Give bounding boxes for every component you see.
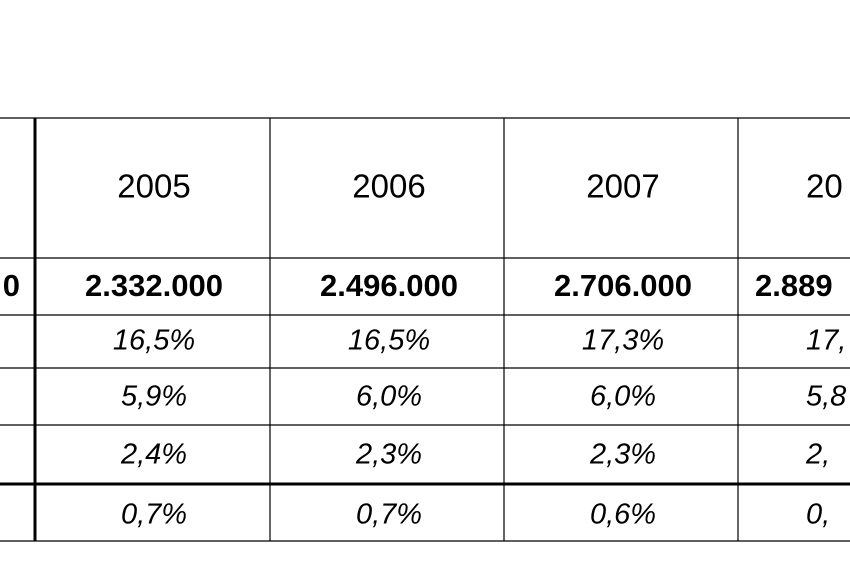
cell: 2,3%	[355, 439, 422, 471]
cell: 6,0%	[356, 381, 422, 413]
grid	[0, 117, 850, 542]
cell: 2.496.000	[320, 268, 458, 303]
year-header: 2005	[117, 168, 190, 205]
cell: 5,8	[806, 381, 846, 413]
cell: 2.332.000	[85, 268, 223, 303]
cell: 0,7%	[121, 499, 187, 531]
year-header: 20	[806, 168, 843, 205]
year-header: 2007	[586, 168, 659, 205]
cell: 0,	[806, 499, 830, 531]
cell: 2,3%	[589, 439, 656, 471]
row-lead: 0	[3, 268, 20, 303]
cell: 17,	[806, 325, 846, 357]
cell: 16,5%	[348, 325, 430, 357]
cell: 2,	[805, 439, 830, 471]
cell: 2.889	[755, 268, 833, 303]
cell: 2.706.000	[554, 268, 692, 303]
cell: 2,4%	[120, 439, 187, 471]
cell: 6,0%	[590, 381, 656, 413]
cell: 17,3%	[582, 325, 664, 357]
cell: 16,5%	[113, 325, 195, 357]
cell: 5,9%	[121, 381, 187, 413]
year-header: 2006	[352, 168, 425, 205]
cell: 0,6%	[590, 499, 656, 531]
cell: 0,7%	[356, 499, 422, 531]
